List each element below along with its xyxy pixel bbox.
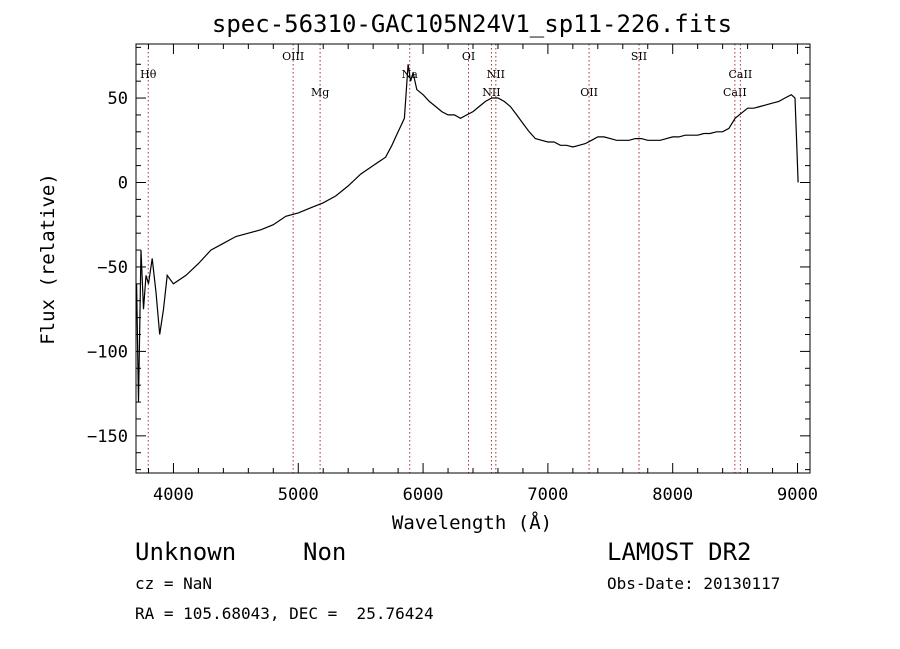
x-axis: 4000 5000 6000 7000 8000 9000 bbox=[147, 44, 818, 505]
spectral-line-label: OII bbox=[580, 86, 598, 99]
y-axis: −150 −100 −50 0 50 bbox=[87, 46, 810, 471]
y-tick-label: 0 bbox=[118, 173, 128, 193]
x-tick-label: 9000 bbox=[777, 485, 818, 505]
x-tick-label: 6000 bbox=[403, 485, 444, 505]
spectral-line-label: OIII bbox=[282, 50, 304, 63]
spectral-line-label: SII bbox=[631, 50, 647, 63]
survey-name: LAMOST DR2 bbox=[607, 538, 752, 566]
y-tick-label: −50 bbox=[97, 258, 128, 278]
x-tick-label: 7000 bbox=[527, 485, 568, 505]
spectral-line-label: NII bbox=[482, 86, 500, 99]
y-axis-label: Flux (relative) bbox=[37, 173, 59, 345]
coordinates: RA = 105.68043, DEC = 25.76424 bbox=[135, 604, 434, 623]
object-subclass: Non bbox=[303, 538, 347, 566]
y-tick-label: −150 bbox=[87, 427, 128, 447]
chart-title: spec-56310-GAC105N24V1_sp11-226.fits bbox=[212, 10, 732, 38]
spectral-line-label: Mg bbox=[311, 86, 329, 99]
y-tick-label: 50 bbox=[108, 89, 128, 109]
x-tick-label: 4000 bbox=[153, 485, 194, 505]
object-class: Unknown bbox=[135, 538, 237, 566]
spectral-line-label: CaII bbox=[723, 86, 747, 99]
x-tick-label: 8000 bbox=[652, 485, 693, 505]
spectral-line-label: Hθ bbox=[140, 68, 157, 81]
x-axis-label: Wavelength (Å) bbox=[392, 511, 552, 534]
observation-date: Obs-Date: 20130117 bbox=[607, 574, 781, 593]
spectral-line-label: CaII bbox=[729, 68, 753, 81]
spectrum-line bbox=[136, 64, 799, 403]
y-tick-label: −100 bbox=[87, 342, 128, 362]
plot-frame bbox=[135, 43, 811, 474]
spectral-line-label: OI bbox=[462, 50, 475, 63]
redshift-cz: cz = NaN bbox=[135, 574, 213, 593]
x-tick-label: 5000 bbox=[278, 485, 319, 505]
spectral-line-label: NII bbox=[487, 68, 505, 81]
